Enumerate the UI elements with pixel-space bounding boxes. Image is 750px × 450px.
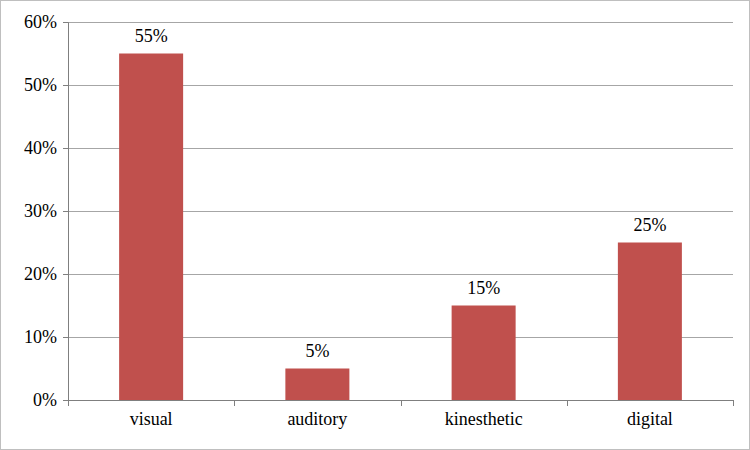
bar bbox=[119, 54, 183, 401]
y-tick-label: 50% bbox=[24, 75, 57, 95]
y-axis: 0% 10% 20% 30% 40% 50% 60% bbox=[24, 12, 69, 410]
data-labels: 55% 5% 15% 25% bbox=[135, 26, 667, 361]
y-tick: 40% bbox=[24, 138, 68, 158]
x-tick-label: auditory bbox=[287, 409, 347, 429]
category-separators bbox=[69, 400, 734, 406]
x-tick: kinesthetic bbox=[445, 400, 523, 429]
bar bbox=[452, 306, 516, 401]
chart-border bbox=[1, 1, 750, 450]
category-separator bbox=[68, 400, 69, 406]
y-tick-label: 0% bbox=[33, 390, 57, 410]
y-tick: 60% bbox=[24, 12, 68, 32]
plot-area: 0% 10% 20% 30% 40% 50% 60% visual auditory kinest… bbox=[24, 12, 734, 429]
bar bbox=[285, 369, 349, 401]
y-axis-line bbox=[63, 23, 69, 401]
y-tick-mark bbox=[63, 148, 68, 149]
grid-line bbox=[68, 400, 733, 401]
x-tick-label: digital bbox=[627, 409, 673, 429]
x-tick-label: visual bbox=[130, 409, 173, 429]
y-tick-label: 60% bbox=[24, 12, 57, 32]
x-tick-label: kinesthetic bbox=[445, 409, 523, 429]
y-tick-mark bbox=[63, 400, 68, 401]
y-tick-mark bbox=[63, 337, 68, 338]
data-label: 5% bbox=[305, 341, 329, 361]
y-tick-label: 20% bbox=[24, 264, 57, 284]
x-tick: visual bbox=[130, 400, 173, 429]
y-tick: 30% bbox=[24, 201, 68, 221]
category-separator bbox=[401, 400, 402, 406]
y-tick-mark bbox=[63, 85, 68, 86]
category-separator bbox=[234, 400, 235, 406]
grid-line bbox=[68, 22, 733, 23]
y-tick: 0% bbox=[33, 390, 68, 410]
x-tick: digital bbox=[627, 400, 673, 429]
data-label: 55% bbox=[135, 26, 168, 46]
y-tick-mark bbox=[63, 211, 68, 212]
grid bbox=[68, 23, 733, 401]
x-tick: auditory bbox=[287, 400, 347, 429]
x-axis: visual auditory kinesthetic digital bbox=[69, 400, 734, 429]
y-tick-mark bbox=[63, 22, 68, 23]
data-label: 15% bbox=[467, 278, 500, 298]
y-tick: 20% bbox=[24, 264, 68, 284]
bars bbox=[119, 54, 682, 401]
y-tick: 10% bbox=[24, 327, 68, 347]
category-separator bbox=[733, 400, 734, 406]
data-label: 25% bbox=[633, 215, 666, 235]
y-tick: 50% bbox=[24, 75, 68, 95]
chart: 0% 10% 20% 30% 40% 50% 60% visual auditory kinest… bbox=[0, 0, 750, 450]
y-tick-label: 10% bbox=[24, 327, 57, 347]
y-tick-mark bbox=[63, 274, 68, 275]
category-separator bbox=[567, 400, 568, 406]
bar bbox=[618, 243, 682, 401]
y-tick-label: 40% bbox=[24, 138, 57, 158]
y-tick-label: 30% bbox=[24, 201, 57, 221]
